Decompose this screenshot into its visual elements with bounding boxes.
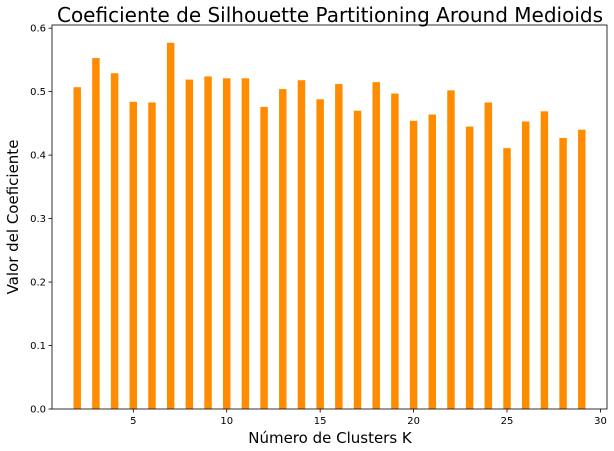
- y-tick-label: 0.4: [30, 151, 46, 162]
- y-axis-label: Valor del Coeficiente: [4, 140, 22, 295]
- bar-k-18: [372, 82, 380, 410]
- x-tick-label: 20: [407, 416, 420, 427]
- bar-k-3: [92, 58, 100, 409]
- x-axis-ticks: 5 10 15 20 25 30: [130, 409, 607, 427]
- bar-k-11: [241, 78, 250, 409]
- y-tick-label: 0.6: [30, 24, 46, 35]
- bar-k-19: [391, 93, 399, 410]
- bar-k-27: [540, 111, 549, 409]
- y-tick-label: 0.5: [30, 87, 46, 98]
- bar-k-25: [503, 148, 511, 409]
- plot-frame: [51, 24, 608, 410]
- bar-k-24: [484, 102, 493, 410]
- x-tick-label: 25: [501, 416, 514, 427]
- bar-k-23: [465, 126, 474, 410]
- bar-k-4: [110, 73, 119, 410]
- bar-k-28: [559, 137, 567, 410]
- bar-k-16: [335, 84, 343, 409]
- bars-group: [73, 42, 586, 410]
- x-tick-label: 30: [594, 416, 607, 427]
- chart-title: Coeficiente de Silhouette Partitioning A…: [57, 3, 603, 27]
- bar-k-8: [185, 79, 194, 409]
- bar-k-2: [73, 87, 81, 409]
- x-tick-label: 10: [220, 416, 233, 427]
- x-tick-label: 15: [314, 416, 327, 427]
- bar-k-15: [316, 99, 324, 409]
- bar-k-9: [204, 76, 212, 409]
- bar-k-22: [447, 90, 455, 409]
- bar-k-29: [578, 129, 586, 410]
- bar-k-17: [353, 110, 362, 409]
- bar-k-10: [222, 78, 231, 409]
- x-tick-label: 5: [130, 416, 136, 427]
- bar-k-12: [260, 106, 268, 409]
- x-axis-label: Número de Clusters K: [248, 429, 413, 447]
- bar-k-13: [279, 89, 287, 410]
- y-tick-label: 0.2: [30, 278, 46, 289]
- bar-k-14: [297, 80, 306, 409]
- y-tick-label: 0.1: [30, 341, 46, 352]
- bar-k-7: [166, 42, 175, 410]
- bar-k-6: [148, 102, 156, 410]
- bar-k-5: [129, 101, 138, 410]
- y-tick-label: 0.0: [30, 405, 46, 416]
- bar-k-20: [409, 120, 418, 409]
- y-tick-label: 0.3: [30, 214, 46, 225]
- y-axis-ticks: 0.0 0.1 0.2 0.3 0.4 0.5 0.6: [30, 24, 52, 416]
- bar-k-26: [521, 121, 530, 409]
- bar-k-21: [428, 114, 437, 410]
